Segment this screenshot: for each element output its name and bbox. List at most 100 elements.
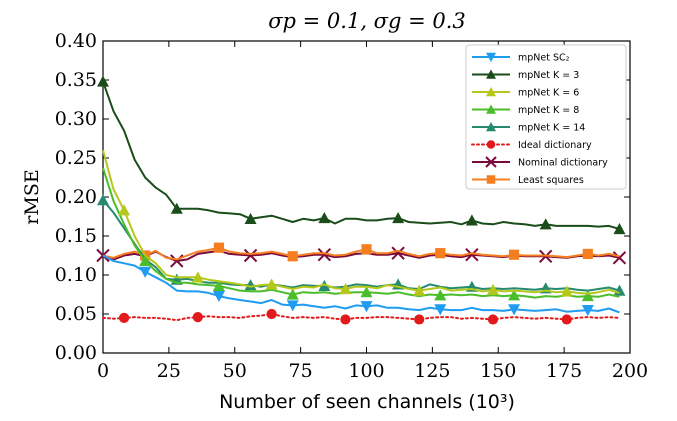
data-point: [318, 212, 331, 224]
data-point: [244, 279, 257, 291]
x-tick-label: 200: [612, 360, 648, 382]
data-point: [244, 212, 257, 224]
data-point: [561, 314, 572, 325]
data-point: [434, 289, 447, 301]
legend-label: mpNet K = 8: [518, 105, 579, 116]
y-axis-label: rMSE: [21, 169, 43, 224]
legend-marker: [486, 122, 496, 132]
data-point: [486, 283, 499, 295]
data-point: [435, 248, 446, 259]
series-line: [102, 199, 620, 292]
chart-title: σp = 0.1, σg = 0.3: [268, 9, 466, 33]
data-point: [192, 312, 203, 323]
data-point: [581, 290, 594, 302]
y-tick-label: 0.20: [55, 186, 97, 208]
y-tick-label: 0.15: [55, 225, 97, 247]
data-point: [97, 194, 109, 206]
data-point: [414, 314, 425, 325]
y-tick-label: 0.40: [55, 30, 97, 52]
y-axis: 0.00 0.05 0.10 0.15 0.20 0.25 0.30 0.35 0.40: [55, 30, 630, 364]
data-point: [361, 244, 372, 255]
data-point: [191, 271, 204, 283]
data-point: [118, 204, 131, 216]
x-tick-label: 125: [414, 360, 450, 382]
data-point: [539, 218, 552, 230]
data-point: [286, 300, 299, 312]
data-point: [97, 75, 109, 87]
data-point: [434, 304, 447, 316]
series-line: [102, 254, 620, 314]
data-point: [465, 214, 478, 226]
data-point: [391, 246, 405, 260]
legend-label: Ideal dictionary: [518, 140, 592, 151]
data-point: [508, 289, 521, 301]
legend-label: mpNet K = 14: [518, 123, 585, 134]
x-tick-label: 100: [348, 360, 384, 382]
series-1: [97, 75, 626, 235]
legend-label: Nominal dictionary: [518, 158, 608, 169]
series-0: [102, 254, 620, 317]
legend-item: mpNet SC₂: [472, 53, 570, 64]
series-5: [102, 308, 621, 325]
data-point: [286, 288, 299, 300]
data-point: [581, 305, 594, 317]
y-tick-label: 0.00: [55, 342, 97, 364]
data-point: [339, 283, 352, 295]
y-tick-label: 0.10: [55, 264, 97, 286]
series-line: [102, 313, 621, 322]
legend-item: mpNet K = 8: [472, 104, 579, 116]
legend-item: mpNet K = 6: [472, 87, 579, 99]
data-point: [265, 278, 278, 290]
data-point: [487, 314, 499, 325]
series-7: [102, 242, 620, 262]
legend-marker: [486, 175, 496, 184]
y-tick-label: 0.35: [55, 69, 97, 91]
legend-label: mpNet SC₂: [518, 53, 570, 64]
legend-item: Ideal dictionary: [471, 140, 592, 151]
data-point: [340, 314, 351, 325]
x-tick-label: 150: [480, 360, 516, 382]
data-point: [287, 251, 298, 262]
data-point: [212, 290, 225, 303]
x-tick-label: 0: [97, 360, 109, 382]
data-point: [118, 312, 130, 323]
legend-marker: [486, 69, 496, 79]
data-point: [213, 242, 225, 253]
legend: mpNet SC₂ mpNet K = 3 mpNet K = 6 mpNet K =…: [465, 44, 627, 190]
data-point: [212, 279, 225, 292]
data-point: [613, 222, 626, 235]
legend-marker: [486, 104, 496, 114]
y-tick-label: 0.05: [55, 303, 97, 325]
x-tick-label: 25: [157, 360, 181, 382]
data-point: [317, 248, 332, 262]
legend-label: mpNet K = 3: [518, 70, 579, 81]
series-layer: [96, 75, 627, 325]
data-point: [413, 284, 426, 296]
x-tick-label: 75: [289, 360, 313, 382]
data-point: [612, 251, 627, 265]
series-3: [102, 167, 620, 302]
series-line: [102, 149, 620, 295]
legend-item: Nominal dictionary: [472, 156, 608, 169]
series-2: [102, 149, 620, 297]
data-point: [582, 248, 593, 260]
data-point: [392, 212, 405, 224]
legend-item: Least squares: [472, 175, 584, 186]
x-tick-label: 50: [223, 360, 247, 382]
legend-item: mpNet K = 14: [472, 122, 585, 134]
data-point: [560, 285, 573, 297]
series-line: [102, 81, 620, 230]
legend-items: mpNet SC₂ mpNet K = 3 mpNet K = 6 mpNet K =…: [471, 53, 608, 186]
data-point: [360, 301, 373, 313]
legend-marker: [486, 140, 496, 149]
legend-marker: [485, 156, 497, 168]
legend-marker: [486, 87, 496, 97]
data-point: [465, 248, 479, 262]
legend-item: mpNet K = 3: [472, 69, 579, 81]
data-point: [360, 286, 373, 298]
x-axis-label: Number of seen channels (10³): [219, 391, 515, 413]
data-point: [266, 308, 277, 320]
data-point: [508, 304, 521, 316]
data-point: [243, 248, 258, 263]
